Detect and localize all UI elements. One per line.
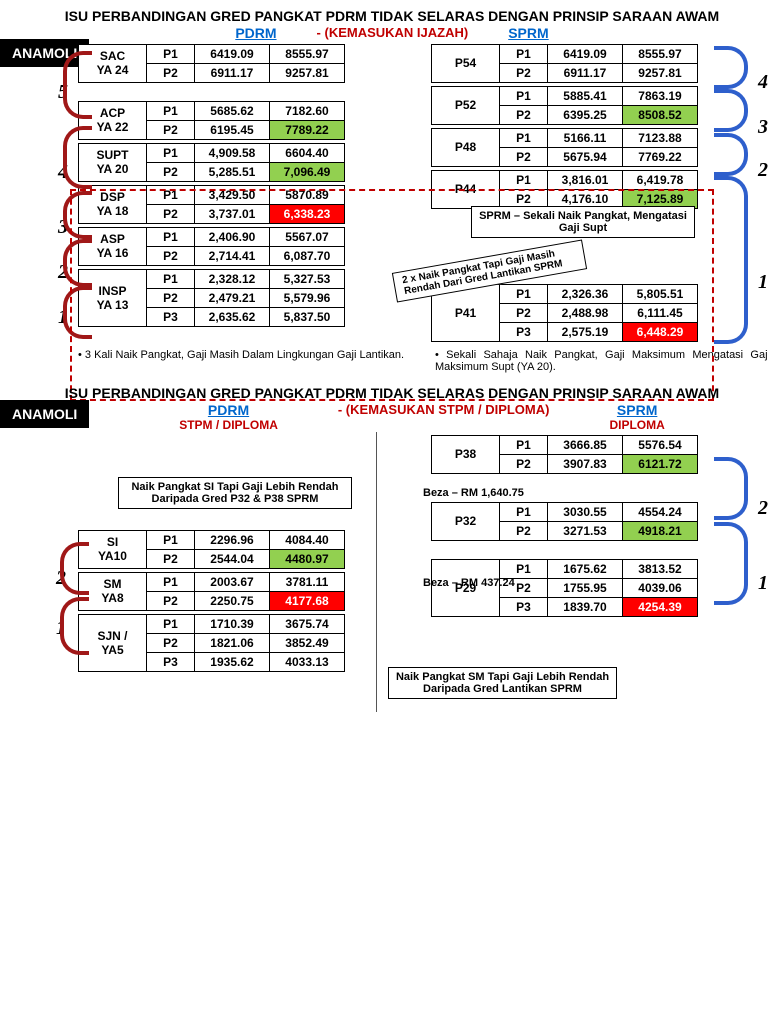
r2num-1: 1 [758,572,768,595]
left-bullet: • 3 Kali Naik Pangkat, Gaji Masih Dalam … [8,349,419,373]
grade-table: P41P12,326.365,805.51P22,488.986,111.45P… [431,284,698,342]
subtitle-2: - (KEMASUKAN STPM / DIPLOMA) [338,402,550,432]
pdrm-sub: STPM / DIPLOMA [179,418,278,432]
pdrm-column: SACYA 24P16419.098555.97P26911.179257.81… [78,41,423,345]
note-box-bottom: Naik Pangkat SM Tapi Gaji Lebih Rendah D… [388,667,617,699]
grade-table: ASPYA 16P12,406.905567.07P22,714.416,087… [78,227,345,266]
red-arrow [63,286,92,339]
grade-table: P44P13,816.016,419.78P24,176.107,125.89 [431,170,698,209]
subtitle-1: - (KEMASUKAN IJAZAH) [317,25,469,40]
blue-arrow [714,176,748,344]
rnum-1: 1 [758,271,768,294]
beza-1: Beza – RM 1,640.75 [423,487,524,499]
vertical-divider [376,432,377,712]
blue-arrow [714,522,748,605]
blue-arrow [714,133,748,176]
pdrm-column-2: SIYA10P12296.964084.40P22544.044480.97SM… [78,432,423,712]
pdrm-head: PDRM [235,25,276,41]
sprm-note-box: SPRM – Sekali Naik Pangkat, Mengatasi Ga… [471,206,695,238]
grade-table: SIYA10P12296.964084.40P22544.044480.97 [78,530,345,569]
blue-arrow [714,46,748,89]
blue-arrow [714,457,748,520]
title-1: ISU PERBANDINGAN GRED PANGKAT PDRM TIDAK… [8,8,768,25]
grade-table: P54P16419.098555.97P26911.179257.81 [431,44,698,83]
grade-table: INSPYA 13P12,328.125,327.53P22,479.215,5… [78,269,345,327]
rnum-2: 2 [758,159,768,182]
grade-table: P52P15885.417863.19P26395.258508.52 [431,86,698,125]
pdrm-head-2: PDRM [179,402,278,418]
r2num-2: 2 [758,497,768,520]
grade-table: DSPYA 18P13,429.505870.89P23,737.016,338… [78,185,345,224]
grade-table: SUPTYA 20P14,909.586604.40P25,285.517,09… [78,143,345,182]
rnum-3: 3 [758,116,768,139]
red-arrow [63,126,92,189]
grade-table: P32P13030.554554.24P23271.534918.21 [431,502,698,541]
blue-arrow [714,89,748,132]
section-stpm: ISU PERBANDINGAN GRED PANGKAT PDRM TIDAK… [8,385,768,712]
sprm-head-2: SPRM [609,402,664,418]
grade-table: ACPYA 22P15685.627182.60P26195.457789.22 [78,101,345,140]
sprm-head: SPRM [508,25,548,41]
title-2: ISU PERBANDINGAN GRED PANGKAT PDRM TIDAK… [8,385,768,402]
section-ijazah: ISU PERBANDINGAN GRED PANGKAT PDRM TIDAK… [8,8,768,373]
red-arrow [63,239,92,287]
beza-2: Beza – RM 437.24 [423,577,515,589]
red-arrow [60,542,89,595]
anamoli-badge-2: ANAMOLI [0,400,89,428]
grade-table: P48P15166.117123.88P25675.947769.22 [431,128,698,167]
sprm-sub: DIPLOMA [609,418,664,432]
grade-table: P38P13666.855576.54P23907.836121.72 [431,435,698,474]
red-arrow [60,597,89,655]
right-bullet: • Sekali Sahaja Naik Pangkat, Gaji Maksi… [429,349,768,373]
grade-table: SACYA 24P16419.098555.97P26911.179257.81 [78,44,345,83]
note-box-top: Naik Pangkat SI Tapi Gaji Lebih Rendah D… [118,477,352,509]
grade-table: SMYA8P12003.673781.11P22250.754177.68 [78,572,345,611]
rnum-4: 4 [758,71,768,94]
grade-table: SJN /YA5P11710.393675.74P21821.063852.49… [78,614,345,672]
red-arrow [63,191,92,239]
red-arrow [63,51,92,119]
